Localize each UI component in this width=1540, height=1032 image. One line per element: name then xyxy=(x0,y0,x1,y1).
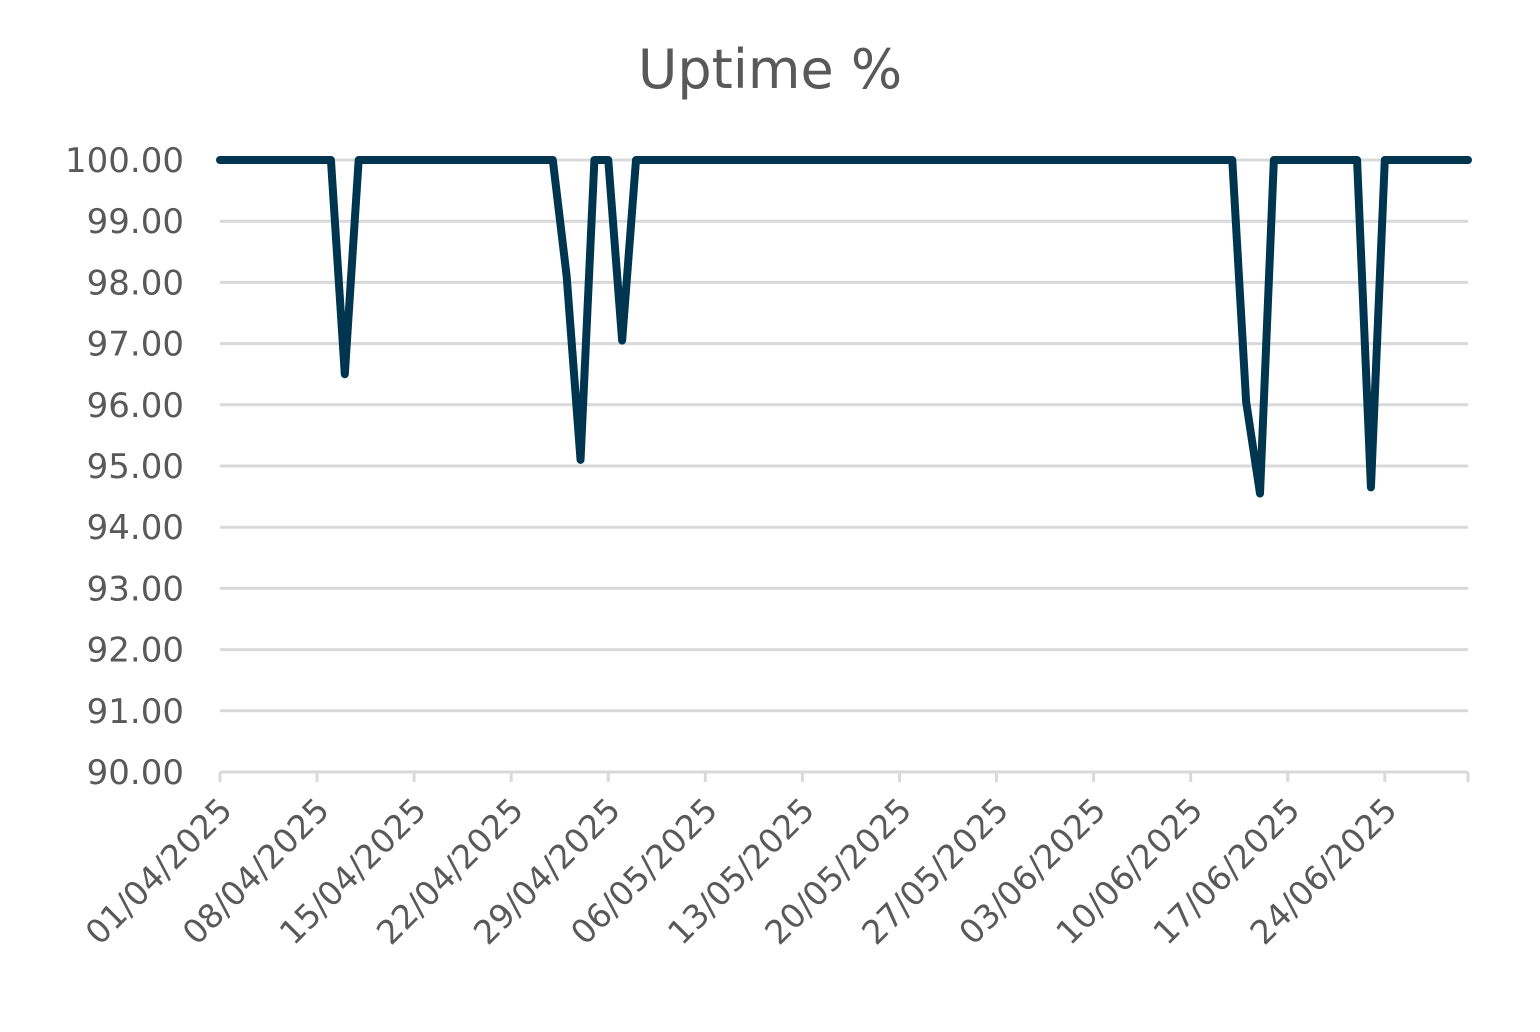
y-tick-label: 99.00 xyxy=(87,202,184,242)
y-tick-label: 100.00 xyxy=(65,141,184,181)
y-tick-label: 91.00 xyxy=(87,692,184,732)
y-tick-label: 97.00 xyxy=(87,325,184,365)
y-tick-label: 94.00 xyxy=(87,508,184,548)
uptime-series-line xyxy=(216,156,1472,498)
y-axis-tick-labels: 90.00 91.00 92.00 93.00 94.00 95.00 96.00 97.00… xyxy=(65,141,184,793)
y-tick-label: 92.00 xyxy=(87,631,184,671)
y-tick-label: 95.00 xyxy=(87,447,184,487)
x-axis: 01/04/202508/04/202515/04/202522/04/2025… xyxy=(78,770,1470,952)
chart-title: Uptime % xyxy=(638,38,902,101)
y-tick-label: 98.00 xyxy=(87,263,184,303)
series-layer xyxy=(216,156,1472,498)
y-tick-label: 96.00 xyxy=(87,386,184,426)
y-tick-label: 93.00 xyxy=(87,569,184,609)
gridlines xyxy=(220,158,1468,713)
y-tick-label: 90.00 xyxy=(87,753,184,793)
